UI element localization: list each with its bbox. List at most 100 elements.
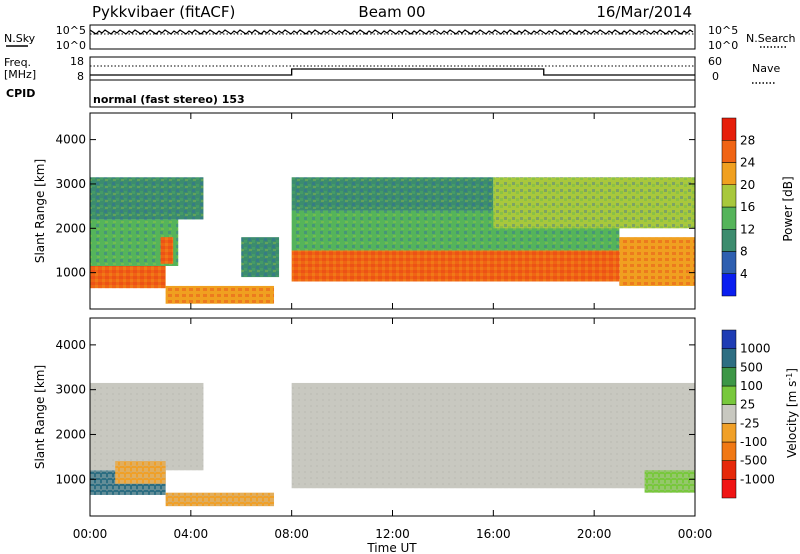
- noise-right-tick-top: 10^5: [708, 24, 738, 37]
- velocity-swatch-5: [721, 385, 737, 405]
- velocity-label-exponent: -1: [785, 373, 794, 381]
- velocity-swatch-6: [721, 367, 737, 387]
- velocity-region-texture-6: [644, 470, 695, 493]
- velocity-heatmap: [90, 382, 695, 507]
- velocity-tick-1: 500: [740, 360, 763, 374]
- power-tick-1: 8: [740, 245, 748, 259]
- x-tick-label-1: 04:00: [174, 527, 209, 541]
- freq-line: [90, 68, 695, 76]
- velocity-tick-5: -100: [740, 435, 767, 449]
- velocity-region-texture-2: [115, 461, 166, 484]
- cpid-panel-frame: [89, 79, 696, 108]
- x-tick-label-6: 00:00: [678, 527, 713, 541]
- power-region-texture-2: [90, 177, 204, 220]
- velocity-colorbar: 1000 500 100 25 -25 -100 -500 -1000: [721, 329, 775, 499]
- velocity-label-close: ]: [785, 368, 799, 373]
- power-swatch-5: [721, 162, 737, 185]
- power-swatch-2: [721, 229, 737, 252]
- power-swatch-7: [721, 117, 737, 141]
- velocity-swatch-4: [721, 404, 737, 424]
- power-region-texture-10: [619, 237, 695, 286]
- y-tick-label-1-1: 2000: [55, 427, 86, 441]
- freq-trace: [90, 65, 695, 76]
- velocity-tick-4: -25: [740, 416, 760, 430]
- freq-left-unit: [MHz]: [4, 68, 36, 81]
- power-swatch-0: [721, 273, 737, 297]
- power-panel-axes: 1000 2000 3000 4000: [55, 113, 696, 309]
- freq-right-label: Nave: [752, 62, 780, 75]
- noise-left-tick-bottom: 10^0: [56, 39, 86, 52]
- velocity-label-text: Velocity [m s: [785, 381, 799, 458]
- power-colorbar-label: Power [dB]: [781, 176, 795, 241]
- velocity-swatch-7: [721, 348, 737, 368]
- beam-title: Beam 00: [358, 3, 425, 21]
- y-tick-label-1-0: 1000: [55, 472, 86, 486]
- time-axis: 00:00 04:00 08:00 12:00 16:00 20:00 00:00: [73, 527, 713, 541]
- power-region-texture-8: [291, 177, 494, 211]
- power-swatch-4: [721, 184, 737, 208]
- velocity-swatch-8: [721, 329, 737, 349]
- velocity-region-texture-5: [556, 443, 620, 466]
- noise-right-label: N.Search: [746, 32, 796, 45]
- power-tick-0: 4: [740, 267, 748, 281]
- power-tick-4: 20: [740, 178, 755, 192]
- x-tick-label-0: 00:00: [73, 527, 108, 541]
- power-region-texture-5: [241, 237, 280, 278]
- velocity-tick-6: -500: [740, 454, 767, 468]
- power-swatch-3: [721, 206, 737, 230]
- freq-left-label: Freq.: [4, 56, 31, 69]
- power-tick-6: 28: [740, 133, 755, 147]
- power-swatch-1: [721, 251, 737, 274]
- x-tick-label-2: 08:00: [274, 527, 309, 541]
- x-tick-label-5: 20:00: [577, 527, 612, 541]
- station-title: Pykkvibaer (fitACF): [92, 3, 235, 21]
- freq-left-tick-top: 18: [70, 55, 84, 68]
- noise-left-tick-top: 10^5: [56, 24, 86, 37]
- velocity-tick-0: 1000: [740, 342, 771, 356]
- power-region-texture-3: [160, 237, 174, 264]
- velocity-tick-2: 100: [740, 379, 763, 393]
- power-region-texture-4: [165, 285, 275, 304]
- velocity-swatch-0: [721, 479, 737, 499]
- power-swatch-6: [721, 140, 737, 163]
- cpid-label: CPID: [6, 87, 35, 100]
- y-tick-label-0-0: 1000: [55, 266, 86, 280]
- velocity-tick-3: 25: [740, 398, 755, 412]
- velocity-swatch-1: [721, 460, 737, 480]
- power-colorbar: 4 8 12 16 20 24 28: [721, 117, 755, 297]
- x-axis-label: Time UT: [366, 541, 417, 554]
- x-tick-label-3: 12:00: [375, 527, 410, 541]
- power-region-texture-6: [291, 250, 620, 282]
- velocity-y-axis-label: Slant Range [km]: [33, 365, 47, 469]
- freq-right-tick-bottom: 0: [712, 70, 719, 83]
- velocity-swatch-3: [721, 423, 737, 443]
- x-tick-label-4: 16:00: [476, 527, 511, 541]
- velocity-region-texture-3: [165, 492, 275, 507]
- velocity-swatch-2: [721, 441, 737, 461]
- y-tick-label-1-2: 3000: [55, 383, 86, 397]
- y-tick-label-0-1: 2000: [55, 221, 86, 235]
- power-y-axis-label: Slant Range [km]: [33, 159, 47, 263]
- power-tick-2: 12: [740, 222, 755, 236]
- power-region-texture-9: [493, 177, 695, 229]
- velocity-region-texture-4: [291, 382, 695, 489]
- noise-right-tick-bottom: 10^0: [708, 39, 738, 52]
- noise-panel-frame: [89, 24, 696, 50]
- velocity-tick-7: -1000: [740, 472, 775, 486]
- freq-left-tick-bottom: 8: [77, 70, 84, 83]
- y-tick-label-0-2: 3000: [55, 177, 86, 191]
- power-region-texture-0: [90, 265, 166, 289]
- power-heatmap: [90, 177, 695, 304]
- power-tick-5: 24: [740, 156, 755, 170]
- velocity-region-texture-1: [90, 382, 204, 471]
- y-tick-label-0-3: 4000: [55, 133, 86, 147]
- noise-trace: [89, 29, 695, 35]
- freq-right-tick-top: 60: [708, 55, 722, 68]
- date-title: 16/Mar/2014: [596, 3, 692, 21]
- cpid-program: normal (fast stereo) 153: [93, 93, 245, 106]
- velocity-colorbar-label: Velocity [m s-1]: [785, 368, 799, 458]
- noise-left-label: N.Sky: [4, 32, 36, 45]
- y-tick-label-1-3: 4000: [55, 338, 86, 352]
- power-tick-3: 16: [740, 200, 755, 214]
